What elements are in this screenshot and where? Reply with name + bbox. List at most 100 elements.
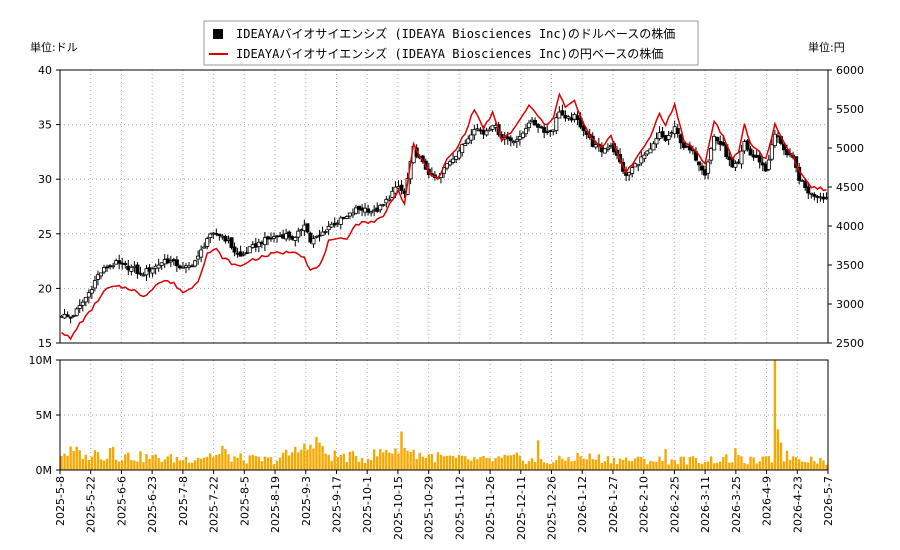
volume-bar: [360, 457, 364, 470]
volume-bar: [816, 463, 819, 470]
volume-bar: [236, 457, 239, 470]
x-tick-label-14: 2025-11-26: [484, 476, 497, 540]
volume-bar: [785, 450, 789, 470]
usd-candle-body: [95, 274, 100, 280]
volume-bar: [385, 449, 388, 470]
volume-bar: [734, 448, 737, 470]
volume-bar: [764, 456, 767, 470]
usd-candle-body: [296, 230, 301, 238]
volume-bar: [66, 455, 69, 470]
volume-bar: [661, 461, 664, 470]
usd-candle-body: [293, 237, 298, 241]
x-tick-label-15: 2025-12-11: [515, 476, 528, 540]
volume-bars: [60, 360, 828, 470]
volume-bar: [406, 450, 409, 470]
x-tick-label-20: 2026-2-25: [668, 476, 681, 533]
volume-bar: [782, 461, 786, 470]
usd-candle-body: [326, 225, 331, 231]
usd-candle-body: [384, 199, 389, 204]
usd-candle-body: [86, 292, 91, 298]
volume-bar: [603, 461, 607, 470]
volume-bar: [172, 462, 176, 470]
volume-bar: [388, 452, 391, 470]
usd-candle-body: [247, 246, 252, 254]
volume-bar: [804, 462, 807, 470]
usd-candle-body: [199, 249, 204, 258]
volume-bar: [467, 459, 470, 470]
volume-bar: [624, 457, 628, 470]
left-tick-label-3: 30: [38, 173, 52, 186]
price-panel-bg: [60, 70, 828, 343]
volume-bar: [193, 460, 197, 470]
usd-candle-body: [241, 253, 246, 256]
usd-candle-body: [193, 260, 198, 267]
usd-candle-body: [748, 148, 753, 156]
volume-bar: [303, 443, 306, 470]
x-tick-label-2: 2025-6-6: [115, 476, 128, 526]
usd-candle-body: [129, 266, 134, 272]
usd-candle-body: [287, 231, 292, 238]
volume-bar: [457, 454, 461, 470]
volume-bar: [254, 456, 257, 470]
volume-bar: [300, 449, 303, 470]
usd-candle-body: [156, 264, 161, 269]
volume-bar: [102, 460, 106, 470]
volume-bar: [500, 457, 503, 470]
volume-bar: [81, 458, 84, 470]
volume-bar: [366, 458, 370, 470]
volume-bar: [694, 458, 698, 470]
volume-bar: [202, 457, 206, 470]
volume-bar: [218, 454, 221, 470]
volume-bar: [536, 440, 540, 470]
volume-bar: [96, 452, 100, 470]
volume-bar: [706, 461, 710, 470]
usd-candle-body: [508, 137, 513, 142]
x-tick-label-18: 2026-1-27: [607, 476, 620, 533]
axes: [56, 69, 832, 474]
volume-bar: [758, 461, 761, 470]
usd-candle-body: [71, 315, 76, 317]
volume-bar: [594, 459, 597, 470]
volume-bar: [269, 457, 273, 470]
volume-bar: [621, 459, 625, 470]
x-tick-label-12: 2025-10-29: [423, 476, 436, 540]
volume-bar: [482, 455, 485, 470]
usd-candle-body: [700, 165, 705, 171]
volume-bar: [597, 454, 601, 470]
volume-bar: [272, 464, 276, 470]
usd-candle-body: [639, 156, 644, 164]
volume-bar: [697, 462, 701, 470]
volume-bar: [470, 460, 473, 470]
volume-bar: [315, 437, 318, 470]
volume-bar: [199, 458, 203, 470]
usd-candle-body: [545, 131, 550, 134]
x-tick-label-6: 2025-8-5: [238, 476, 251, 526]
usd-candle-body: [393, 186, 398, 194]
volume-bar: [278, 457, 282, 470]
volume-bar: [287, 455, 291, 470]
volume-bar: [631, 461, 634, 470]
volume-bar: [297, 452, 300, 470]
volume-bar: [761, 456, 764, 470]
volume-bar: [676, 464, 679, 470]
volume-bar: [190, 462, 194, 470]
volume-bar: [779, 442, 783, 470]
volume-bar: [415, 459, 418, 470]
volume-bar: [412, 449, 415, 470]
usd-candle-body: [542, 127, 547, 133]
volume-bar: [221, 445, 224, 470]
volume-bar: [318, 442, 321, 470]
right-tick-label-0: 2500: [836, 337, 864, 350]
usd-candle-body: [353, 207, 358, 214]
usd-candle-body: [305, 223, 310, 233]
volume-bar: [324, 453, 327, 470]
volume-bar: [773, 360, 777, 470]
volume-bar: [561, 458, 564, 470]
volume-bar: [461, 455, 464, 470]
volume-bar: [130, 460, 133, 470]
volume-bar: [615, 463, 619, 470]
usd-candle-body: [323, 231, 328, 233]
volume-bar: [257, 456, 261, 470]
usd-candle-body: [317, 234, 322, 237]
